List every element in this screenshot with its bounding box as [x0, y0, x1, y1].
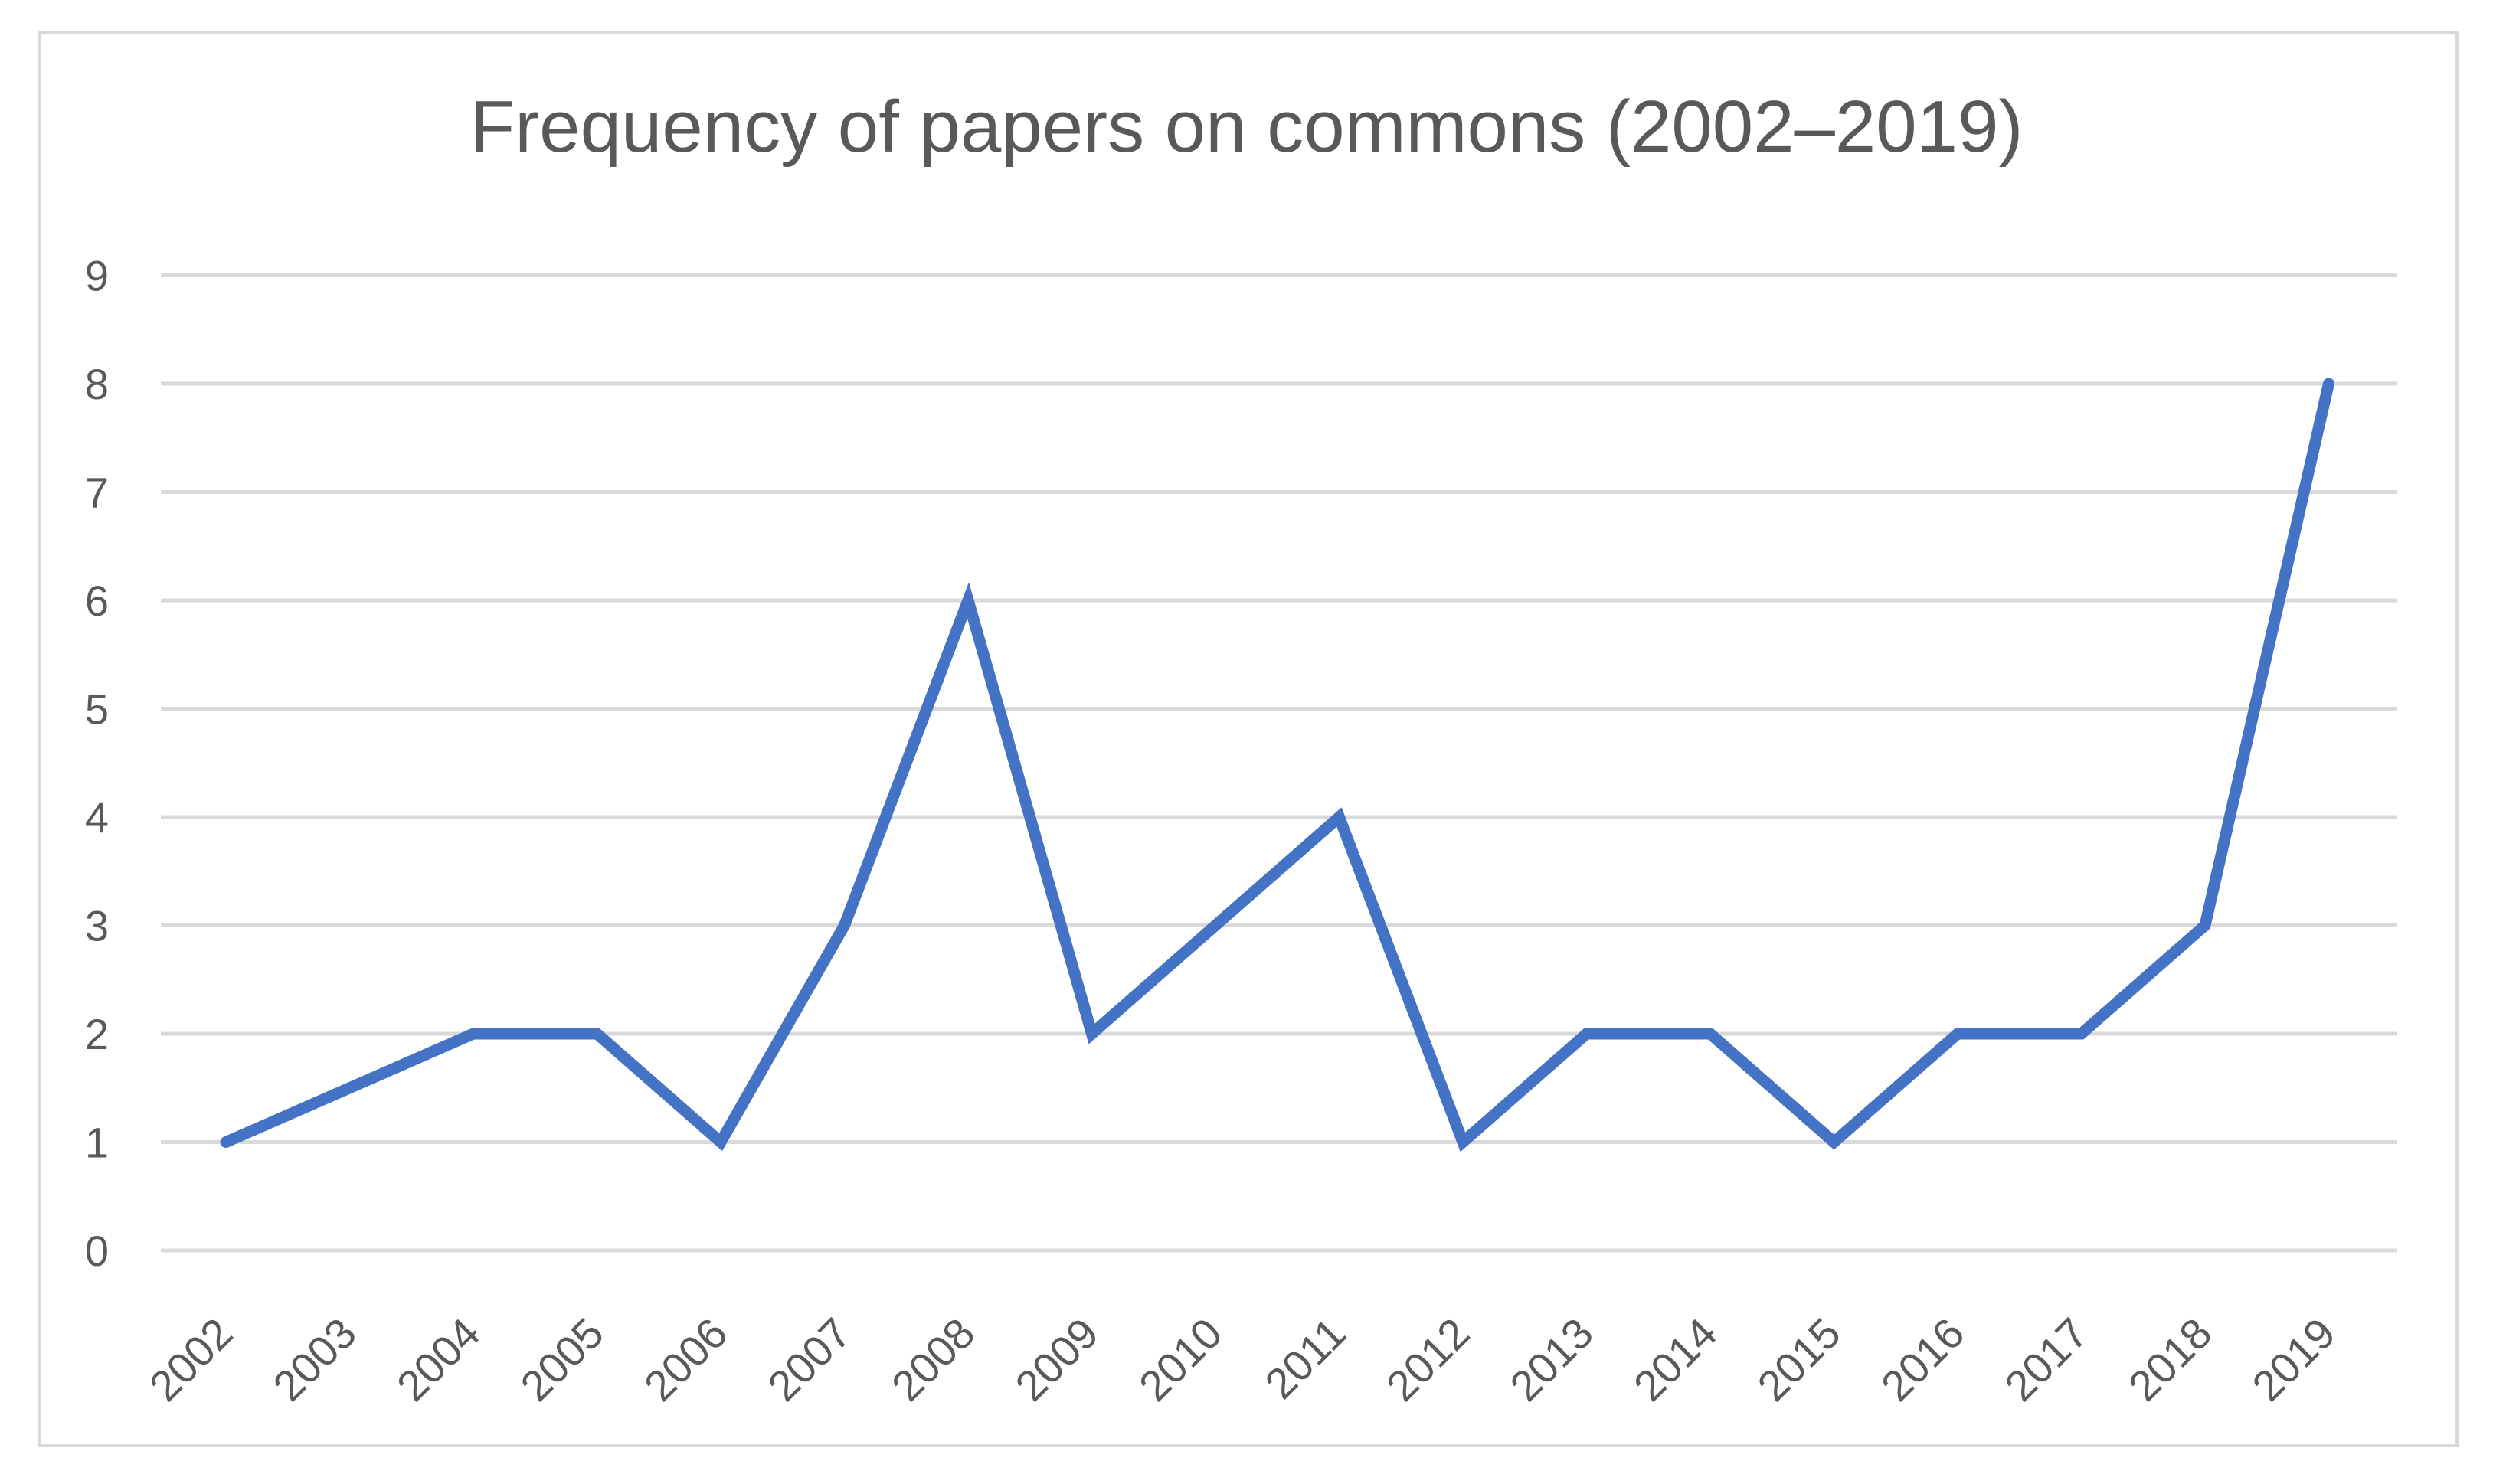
x-tick-label: 2005	[511, 1309, 613, 1410]
y-tick-label: 3	[85, 902, 109, 950]
y-tick-label: 6	[85, 577, 109, 625]
x-tick-label: 2008	[882, 1309, 984, 1410]
y-tick-label: 1	[85, 1119, 109, 1167]
y-tick-label: 2	[85, 1010, 109, 1058]
gridlines	[161, 273, 2397, 1253]
y-tick-label: 7	[85, 469, 109, 517]
y-tick-label: 5	[85, 685, 109, 734]
data-point-2011	[1338, 816, 1340, 818]
x-tick-label: 2010	[1130, 1309, 1232, 1410]
data-point-2008	[967, 600, 969, 601]
data-point-2017	[2080, 1033, 2082, 1035]
data-point-2016	[1957, 1033, 1958, 1035]
y-axis-ticks: 0 1 2 3 4 5 6 7 8 9	[85, 252, 109, 1276]
data-point-2019	[2328, 383, 2330, 384]
data-point-2015	[1833, 1141, 1835, 1143]
data-point-2013	[1585, 1033, 1588, 1035]
data-point-2006	[720, 1141, 721, 1143]
x-tick-label: 2015	[1748, 1309, 1850, 1410]
x-tick-label: 2014	[1624, 1309, 1726, 1410]
data-point-2003	[348, 1087, 351, 1089]
x-tick-label: 2012	[1377, 1309, 1479, 1410]
data-point-2012	[1462, 1141, 1464, 1143]
x-tick-label: 2018	[2119, 1309, 2221, 1410]
y-tick-label: 8	[85, 360, 109, 408]
chart-title: Frequency of papers on commons (2002–201…	[469, 86, 2024, 168]
chart-frame	[38, 31, 2459, 1447]
series-line	[220, 378, 2334, 1152]
data-point-2010	[1215, 924, 1216, 927]
data-point-2004	[473, 1033, 474, 1035]
data-point-2007	[843, 924, 846, 927]
x-tick-label: 2002	[140, 1309, 242, 1410]
x-tick-label: 2013	[1500, 1309, 1602, 1410]
y-tick-label: 0	[85, 1227, 109, 1275]
series-layer	[220, 378, 2334, 1152]
x-tick-label: 2007	[758, 1309, 860, 1410]
x-axis-ticks: 2002 2003 2004 2005 2006 2007 2008 2009 2010 2011…	[140, 1309, 2344, 1410]
x-tick-label: 2011	[1255, 1309, 1355, 1408]
x-tick-label: 2009	[1006, 1309, 1107, 1410]
data-point-2002	[225, 1141, 227, 1143]
data-point-2005	[596, 1033, 598, 1035]
y-tick-label: 4	[85, 793, 109, 842]
x-tick-label: 2004	[388, 1309, 489, 1410]
data-point-2014	[1709, 1033, 1711, 1035]
data-point-2018	[2204, 924, 2206, 927]
x-tick-label: 2019	[2243, 1309, 2344, 1410]
y-tick-label: 9	[85, 252, 109, 300]
x-tick-label: 2003	[263, 1309, 365, 1410]
x-tick-label: 2017	[1995, 1309, 2097, 1410]
x-tick-label: 2006	[635, 1309, 737, 1410]
x-tick-label: 2016	[1872, 1309, 1974, 1410]
data-point-2009	[1091, 1033, 1093, 1035]
